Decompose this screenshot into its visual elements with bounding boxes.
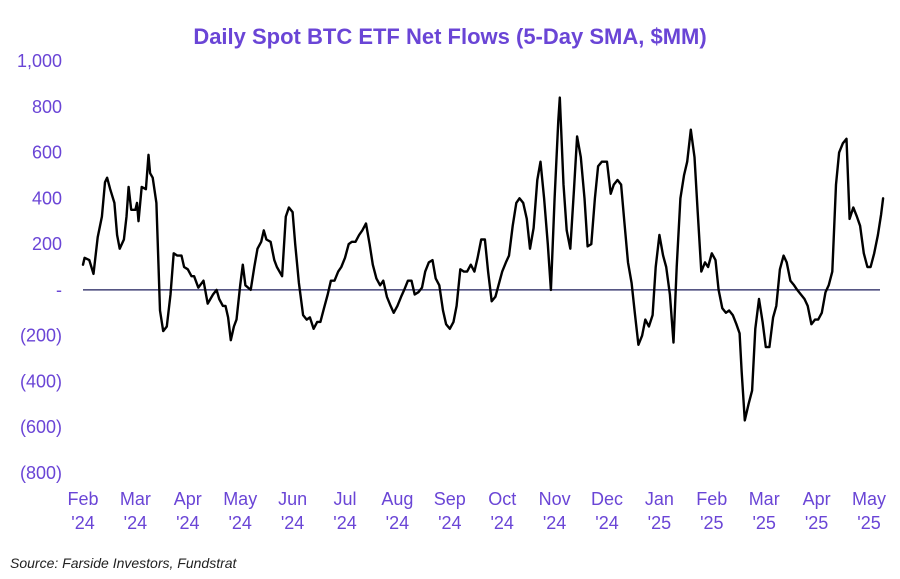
x-tick-month-label: Mar	[749, 489, 780, 509]
x-tick-month-label: Mar	[120, 489, 151, 509]
y-tick-label: 600	[32, 143, 62, 163]
series-group	[81, 96, 885, 422]
x-tick-month-label: Feb	[696, 489, 727, 509]
x-tick-month-label: Feb	[67, 489, 98, 509]
x-tick-year-label: '24	[228, 513, 251, 533]
x-tick-month-label: Nov	[539, 489, 571, 509]
x-tick-year-label: '24	[386, 513, 409, 533]
x-tick-year-label: '24	[71, 513, 94, 533]
y-axis-ticks: 1,000 800 600 400 200 - (200) (400) (600) (800)	[17, 51, 62, 483]
y-tick-label: 200	[32, 234, 62, 254]
y-tick-label: (600)	[20, 417, 62, 437]
x-tick-month-label: Jan	[645, 489, 674, 509]
x-axis-ticks: Feb '24 Mar '24 Apr '24 May '24 Jun '24 Jul '24 Aug '…	[67, 489, 886, 533]
y-tick-label: -	[56, 280, 62, 300]
x-tick-year-label: '24	[543, 513, 566, 533]
y-tick-label: 400	[32, 188, 62, 208]
x-tick-year-label: '24	[333, 513, 356, 533]
x-tick-year-label: '25	[805, 513, 828, 533]
x-tick-month-label: Jul	[333, 489, 356, 509]
x-tick-year-label: '25	[700, 513, 723, 533]
x-tick-month-label: Sep	[434, 489, 466, 509]
x-tick-month-label: Jun	[278, 489, 307, 509]
x-tick-year-label: '25	[857, 513, 880, 533]
x-tick-year-label: '24	[124, 513, 147, 533]
y-tick-label: (800)	[20, 463, 62, 483]
x-tick-month-label: Apr	[803, 489, 831, 509]
y-tick-label: (400)	[20, 371, 62, 391]
chart-source: Source: Farside Investors, Fundstrat	[10, 555, 237, 571]
series-line-net-flows	[81, 96, 885, 422]
x-tick-year-label: '24	[490, 513, 513, 533]
x-tick-year-label: '25	[648, 513, 671, 533]
x-tick-month-label: May	[852, 489, 886, 509]
x-tick-year-label: '24	[595, 513, 618, 533]
x-tick-year-label: '24	[176, 513, 199, 533]
chart-title: Daily Spot BTC ETF Net Flows (5-Day SMA,…	[193, 24, 707, 49]
y-tick-label: 800	[32, 97, 62, 117]
x-tick-month-label: Oct	[488, 489, 516, 509]
x-tick-month-label: May	[223, 489, 257, 509]
x-tick-year-label: '24	[438, 513, 461, 533]
x-tick-year-label: '24	[281, 513, 304, 533]
y-tick-label: (200)	[20, 326, 62, 346]
y-tick-label: 1,000	[17, 51, 62, 71]
x-tick-month-label: Dec	[591, 489, 623, 509]
x-tick-month-label: Aug	[381, 489, 413, 509]
x-tick-month-label: Apr	[174, 489, 202, 509]
x-tick-year-label: '25	[752, 513, 775, 533]
